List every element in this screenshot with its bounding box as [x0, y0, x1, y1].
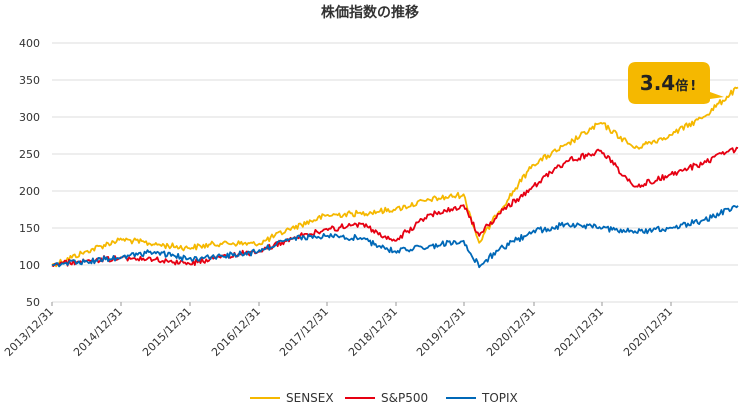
callout-suffix: 倍 [675, 78, 688, 94]
x-axis: 2013/12/31 2014/12/31 2015/12/31 2016/12/31… [2, 302, 675, 359]
x-tick-label: 2020/12/31 [621, 305, 675, 359]
annotation-callout: 3.4倍! [628, 62, 724, 104]
x-tick-label: 2013/12/31 [2, 305, 56, 359]
legend-label: SENSEX [286, 391, 334, 404]
y-tick-label: 50 [26, 296, 40, 309]
grid [52, 42, 738, 303]
series-line-sp500 [51, 146, 739, 267]
callout-value: 3.4 [640, 71, 675, 95]
y-tick-label: 250 [19, 148, 40, 161]
legend: SENSEX S&P500 TOPIX [250, 391, 518, 404]
y-tick-label: 200 [19, 185, 40, 198]
series-line-sensex [51, 86, 739, 268]
x-tick-label: 2018/12/31 [346, 305, 400, 359]
x-tick-label: 2015/12/31 [140, 305, 194, 359]
callout-mark: ! [690, 79, 696, 94]
y-tick-label: 100 [19, 259, 40, 272]
x-tick-label: 2017/12/31 [277, 305, 331, 359]
callout-text: 3.4倍! [640, 71, 696, 95]
series-line-topix [51, 205, 739, 269]
y-axis: 50 100 150 200 250 300 350 400 [19, 37, 40, 309]
y-tick-label: 350 [19, 74, 40, 87]
y-tick-label: 150 [19, 222, 40, 235]
series-lines [51, 86, 739, 269]
x-tick-label: 2021/12/31 [552, 305, 606, 359]
legend-label: TOPIX [481, 391, 518, 404]
callout-bubble [628, 62, 724, 104]
x-tick-label: 2014/12/31 [71, 305, 125, 359]
x-tick-label: 2020/12/31 [484, 305, 538, 359]
y-tick-label: 400 [19, 37, 40, 50]
x-tick-label: 2016/12/31 [209, 305, 263, 359]
y-tick-label: 300 [19, 111, 40, 124]
legend-label: S&P500 [381, 391, 428, 404]
x-tick-label: 2019/12/31 [414, 305, 468, 359]
chart-title: 株価指数の推移 [321, 4, 419, 21]
